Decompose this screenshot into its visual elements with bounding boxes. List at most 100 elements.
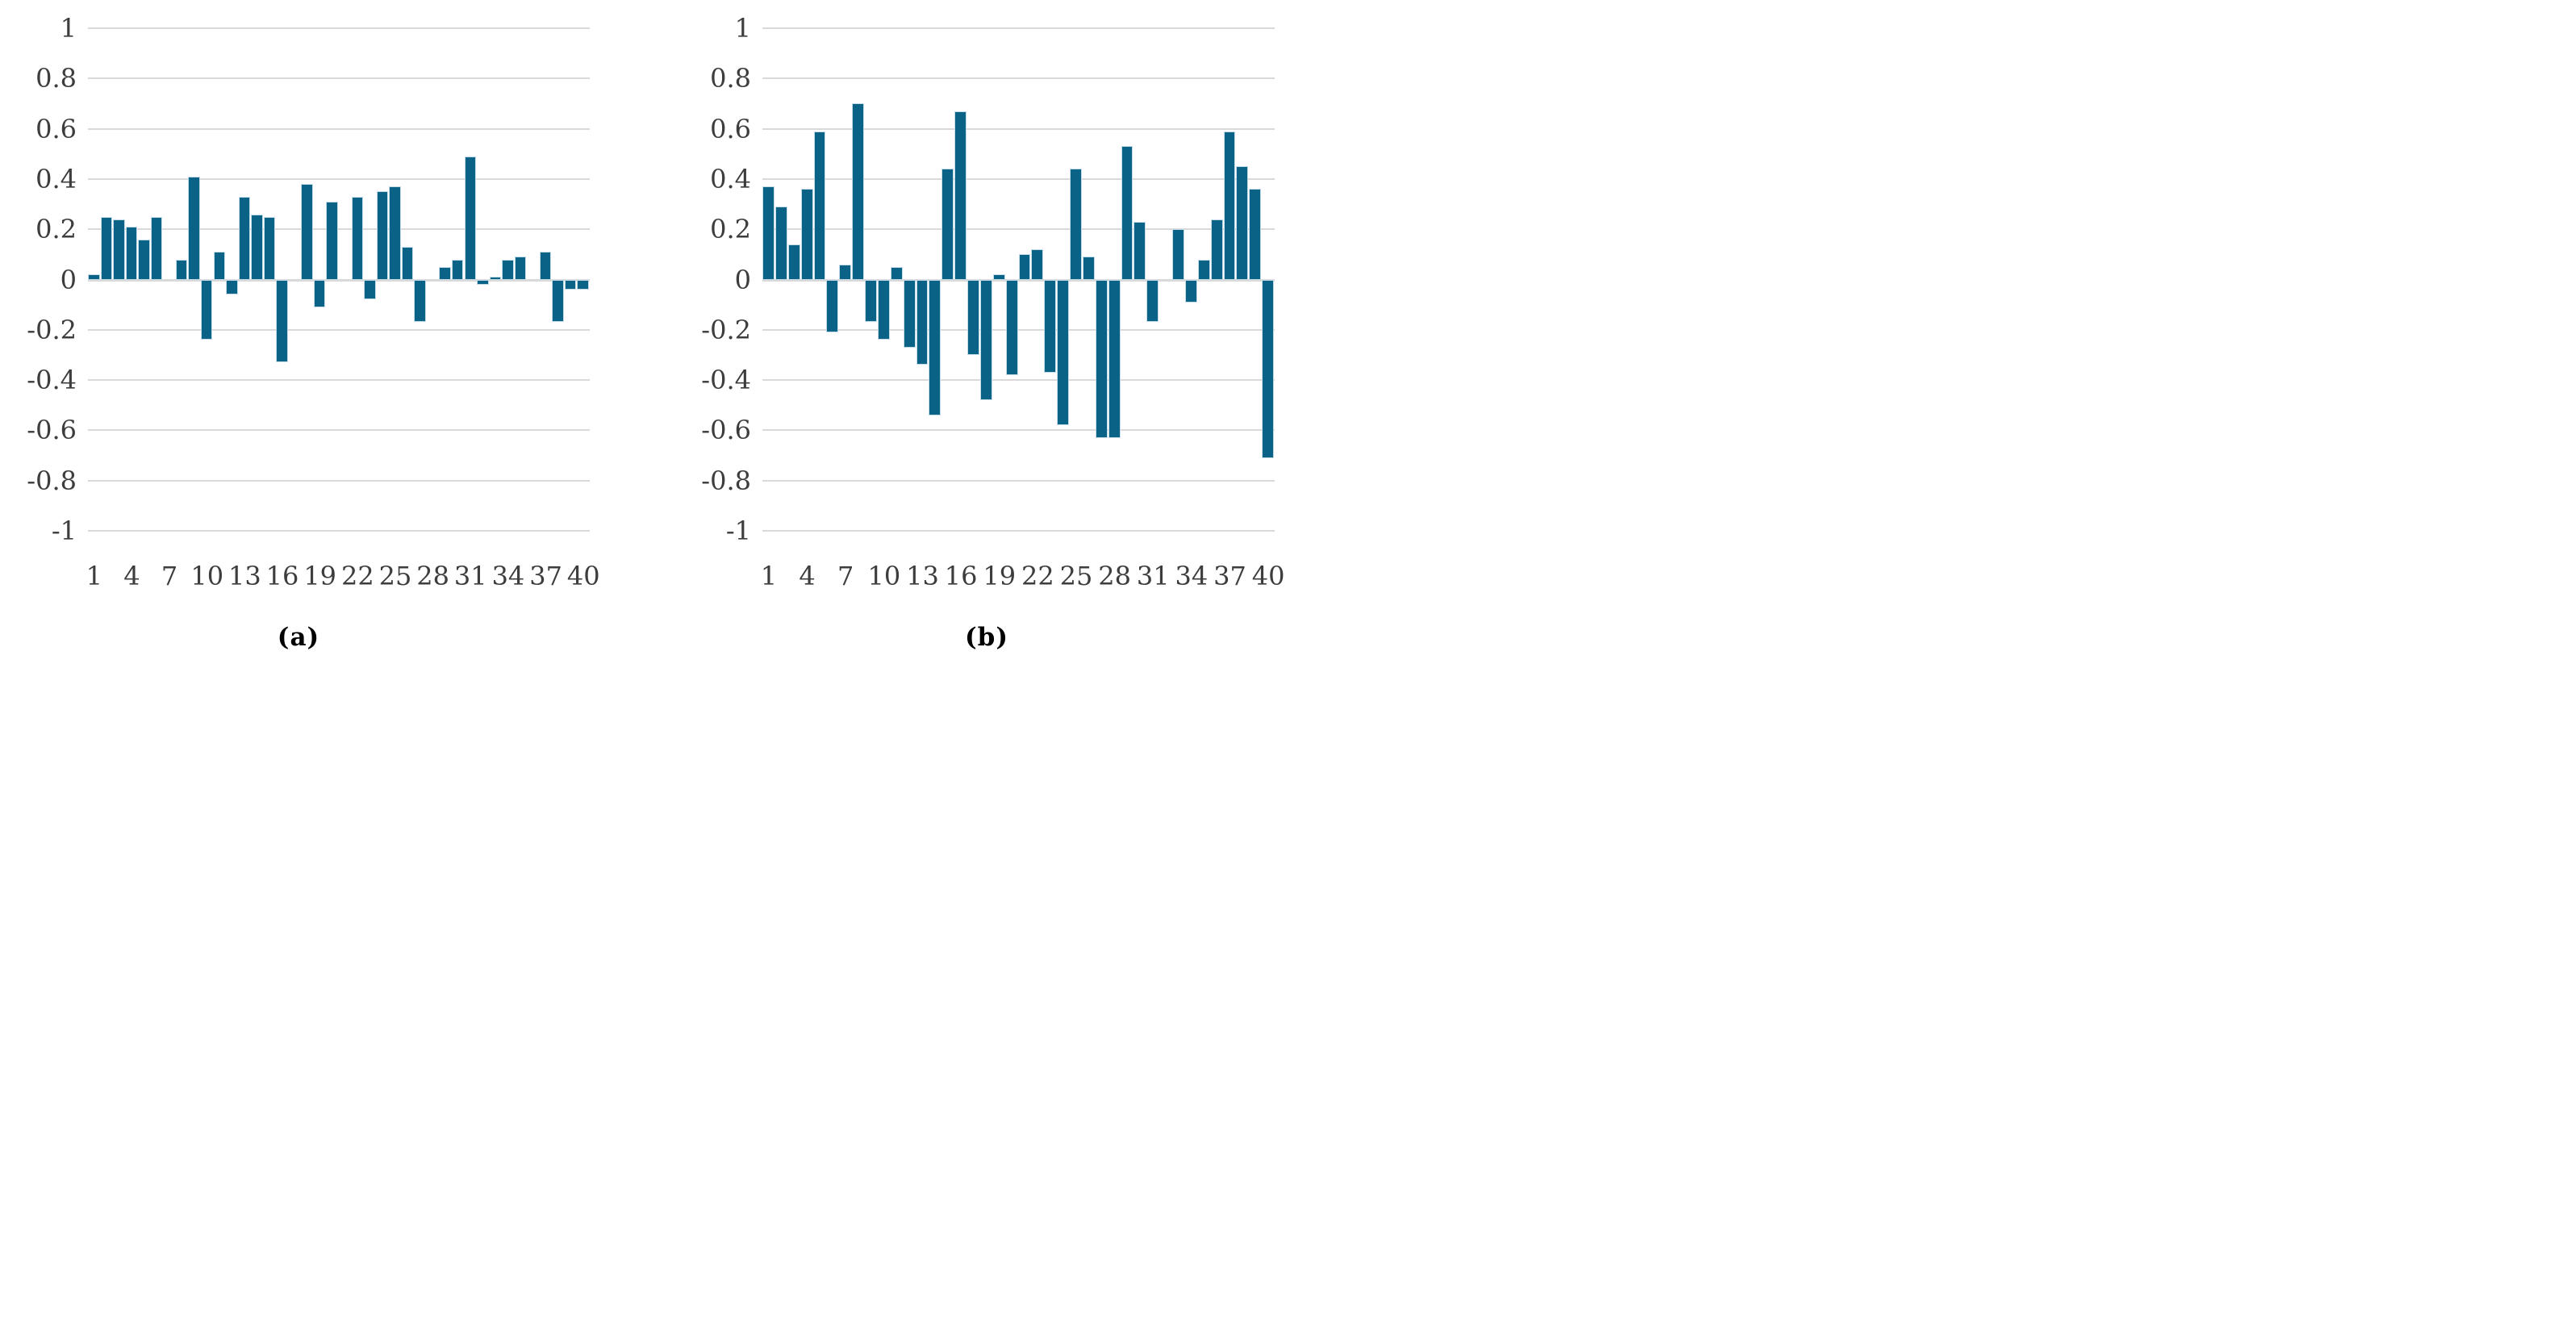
bar-b-3 [787,244,800,280]
bar-b-30 [1134,221,1146,280]
y-tick-label: -0.6 [701,415,751,446]
bar-a-26 [401,247,414,280]
bar-a-22 [351,196,364,280]
x-tick-label: 10 [190,561,224,591]
bar-b-39 [1249,189,1262,280]
x-tick-label: 19 [983,561,1017,591]
x-tick-label: 1 [760,561,778,591]
gridline [762,429,1275,432]
bar-a-39 [564,279,577,290]
chart-a-plot: 1 0.8 0.6 0.4 0.2 0 -0.2 -0.4 -0.6 -0.8 -1 1 4 7 10 13 1… [27,15,599,589]
bar-a-38 [552,279,564,323]
gridline [762,27,1275,29]
x-tick-label: 28 [416,561,449,591]
bar-b-5 [813,131,826,280]
y-tick-label: -0.8 [701,465,751,496]
gridline [88,328,590,331]
x-tick-label: 37 [1213,561,1246,591]
y-tick-label: -0.8 [27,465,77,496]
bar-b-38 [1236,166,1249,280]
x-tick-label: 16 [265,561,299,591]
bar-b-18 [979,279,992,401]
y-tick-label: -0.2 [701,314,751,345]
bar-a-20 [326,201,338,280]
x-tick-label: 19 [303,561,337,591]
chart-b-caption: (b) [964,623,1009,652]
bar-a-8 [175,259,188,280]
bar-b-11 [890,266,903,280]
bar-b-19 [992,274,1005,280]
x-tick-label: 37 [529,561,562,591]
gridline [762,379,1275,382]
y-tick-label: 0.2 [35,214,77,245]
bar-b-16 [954,111,967,280]
y-tick-label: 0 [734,264,751,295]
y-tick-label: 0 [60,264,77,295]
y-tick-label: -0.6 [27,415,77,446]
bar-b-28 [1108,279,1121,438]
bar-a-32 [477,279,489,285]
bar-b-26 [1082,257,1095,280]
x-tick-label: 7 [837,561,854,591]
bar-a-5 [138,239,150,280]
x-tick-label: 31 [1136,561,1170,591]
bar-a-35 [514,257,527,280]
gridline [762,530,1275,532]
y-tick-label: -0.2 [27,314,77,345]
gridline [88,429,590,432]
bar-a-11 [213,252,226,280]
bar-a-15 [263,216,276,280]
bar-b-37 [1223,131,1236,280]
bar-a-9 [188,176,200,280]
bar-b-8 [852,103,864,280]
gridline [88,479,590,482]
bar-a-6 [150,216,163,280]
x-tick-label: 7 [161,561,178,591]
gridline [88,27,590,29]
bar-b-7 [839,264,852,280]
bar-a-33 [489,277,502,280]
y-tick-label: -0.4 [701,365,751,396]
bar-b-4 [800,189,813,280]
bar-b-40 [1262,279,1274,458]
gridline [762,328,1275,331]
bar-b-21 [1018,254,1031,280]
bar-b-24 [1057,279,1069,426]
gridline [762,479,1275,482]
x-tick-label: 4 [123,561,140,591]
bar-a-12 [226,279,238,295]
bar-b-22 [1031,249,1044,280]
x-tick-label: 40 [1251,561,1285,591]
bar-a-16 [276,279,288,363]
bar-a-40 [577,279,589,290]
bar-b-2 [774,207,787,280]
bar-b-10 [877,279,890,340]
bar-b-14 [929,279,941,415]
bar-b-35 [1197,259,1210,280]
gridline [88,228,590,231]
x-tick-label: 28 [1098,561,1131,591]
gridline [762,127,1275,130]
bar-a-10 [200,279,213,340]
x-tick-label: 34 [1175,561,1209,591]
x-tick-label: 1 [86,561,102,591]
y-tick-label: -0.4 [27,365,77,396]
bar-a-37 [539,252,552,280]
bar-a-19 [313,279,326,307]
bar-b-25 [1070,169,1082,280]
bar-a-18 [301,184,313,280]
bar-a-2 [100,216,113,280]
y-tick-label: 0.4 [35,163,77,194]
bar-a-34 [502,259,514,280]
bar-b-15 [941,169,954,280]
bar-a-27 [414,279,426,323]
x-tick-label: 4 [799,561,816,591]
y-tick-label: 0.2 [710,214,751,245]
x-tick-label: 25 [378,561,412,591]
bar-a-23 [364,279,376,300]
bar-b-20 [1005,279,1018,375]
bar-b-27 [1095,279,1108,438]
y-tick-label: -1 [51,515,77,546]
bar-b-29 [1121,146,1134,280]
x-tick-label: 16 [944,561,978,591]
